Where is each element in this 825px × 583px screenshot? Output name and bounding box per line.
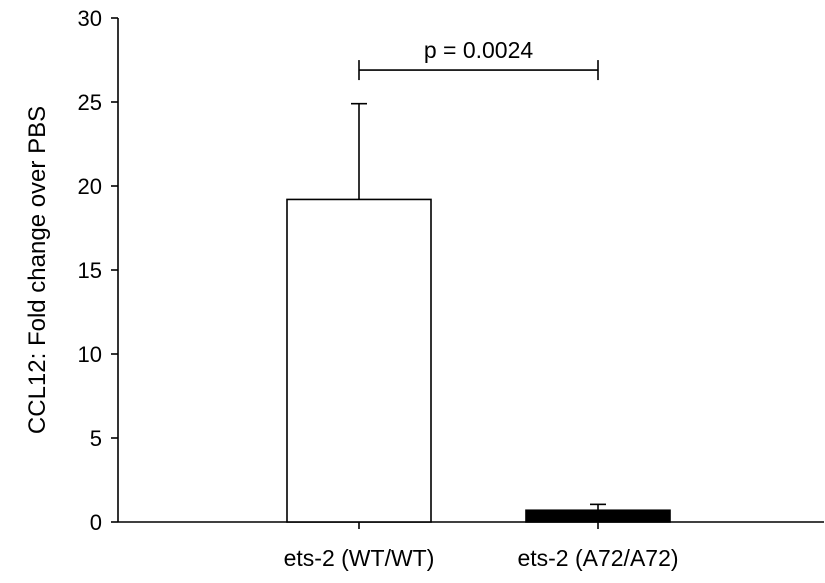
x-tick-label: ets-2 (A72/A72) (517, 545, 678, 571)
significance-bracket: p = 0.0024 (358, 37, 599, 81)
y-ticks: 0 5 10 15 20 25 30 (78, 6, 118, 535)
y-tick-label: 25 (78, 90, 102, 115)
p-value-label: p = 0.0024 (424, 37, 534, 63)
y-tick-label: 5 (90, 426, 102, 451)
y-axis-label: CCL12: Fold change over PBS (24, 106, 51, 434)
x-ticks: ets-2 (WT/WT) ets-2 (A72/A72) (284, 522, 679, 571)
y-tick-label: 0 (90, 510, 102, 535)
y-tick-label: 30 (78, 6, 102, 31)
x-axis: ets-2 (WT/WT) ets-2 (A72/A72) (118, 521, 824, 571)
bars (286, 198, 671, 523)
y-tick-label: 20 (78, 174, 102, 199)
bar-a72 (525, 509, 671, 523)
y-axis: 0 5 10 15 20 25 30 (78, 6, 119, 535)
error-bars (351, 102, 606, 511)
y-tick-label: 10 (78, 342, 102, 367)
x-tick-label: ets-2 (WT/WT) (284, 545, 435, 571)
y-tick-label: 15 (78, 258, 102, 283)
bar-wt (286, 198, 432, 523)
